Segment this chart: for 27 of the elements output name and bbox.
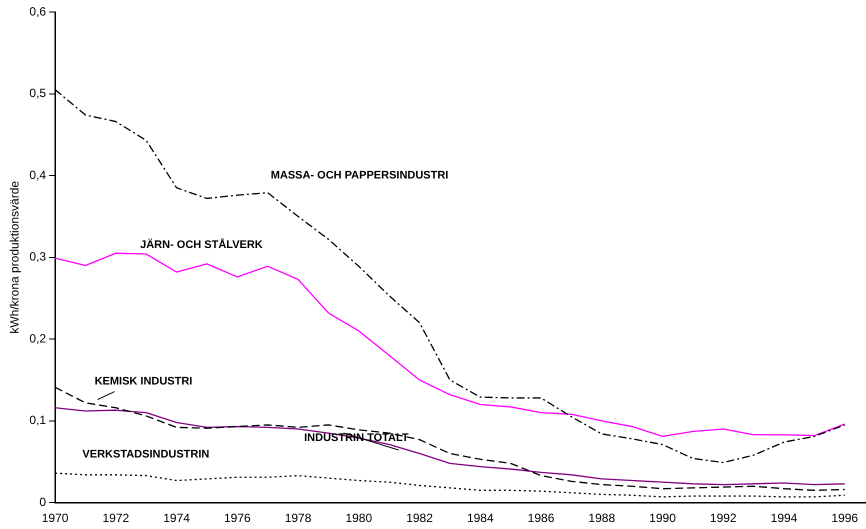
x-tick-label: 1996 xyxy=(831,511,858,526)
x-tick-label: 1972 xyxy=(102,511,130,526)
y-tick-label: 0,3 xyxy=(29,250,46,264)
y-tick-label: 0,4 xyxy=(29,168,46,182)
series-label: JÄRN- OCH STÅLVERK xyxy=(140,238,263,252)
y-tick-label: 0,1 xyxy=(29,413,46,428)
x-tick-label: 1986 xyxy=(528,511,555,526)
series-label: VERKSTADSINDUSTRIN xyxy=(82,448,210,460)
y-tick-label: 0 xyxy=(39,494,46,509)
series-label: INDUSTRIN TOTALT xyxy=(304,432,409,444)
x-tick-label: 1976 xyxy=(224,511,251,526)
x-tick-label: 1982 xyxy=(406,511,434,526)
y-axis-title: kWh/krona produktionsvärde xyxy=(8,180,22,334)
x-tick-label: 1980 xyxy=(345,511,372,526)
y-tick-label: 0,6 xyxy=(29,4,46,18)
x-tick-label: 1974 xyxy=(163,511,190,526)
y-tick-label: 0,2 xyxy=(29,331,46,346)
x-tick-label: 1990 xyxy=(649,511,676,526)
x-tick-label: 1988 xyxy=(588,511,616,526)
series-label: MASSA- OCH PAPPERSINDUSTRI xyxy=(270,170,448,182)
x-tick-label: 1978 xyxy=(284,511,312,526)
x-tick-label: 1984 xyxy=(466,511,494,526)
x-tick-label: 1994 xyxy=(770,511,798,526)
x-tick-label: 1970 xyxy=(42,511,69,526)
series-label: KEMISK INDUSTRI xyxy=(94,376,192,388)
y-tick-label: 0,5 xyxy=(29,86,46,100)
x-tick-label: 1992 xyxy=(710,511,737,526)
